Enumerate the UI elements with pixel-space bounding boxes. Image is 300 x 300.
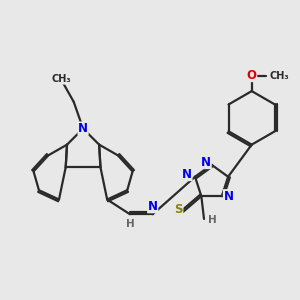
Text: N: N xyxy=(224,190,233,203)
Text: O: O xyxy=(247,69,257,82)
Text: H: H xyxy=(208,215,216,225)
Text: CH₃: CH₃ xyxy=(52,74,71,84)
Text: N: N xyxy=(148,200,158,213)
Text: N: N xyxy=(201,155,211,169)
Text: S: S xyxy=(174,203,183,216)
Text: H: H xyxy=(125,219,134,229)
Text: N: N xyxy=(182,168,192,181)
Text: N: N xyxy=(78,122,88,135)
Text: CH₃: CH₃ xyxy=(269,71,289,81)
